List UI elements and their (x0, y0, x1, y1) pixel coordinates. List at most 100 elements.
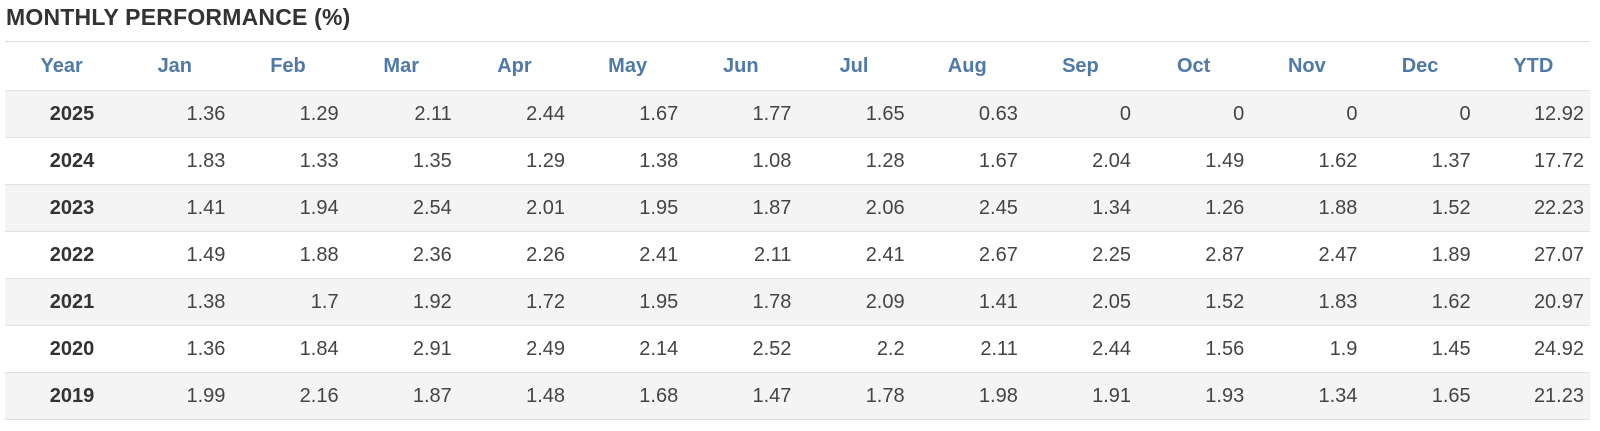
month-value-cell: 1.88 (231, 231, 345, 279)
month-value-cell: 1.49 (1137, 137, 1251, 185)
column-header-jun: Jun (723, 54, 759, 77)
column-header-year: Year (40, 54, 83, 77)
table-header-row: Year Jan Feb Mar Apr May Jun Jul Aug Sep… (5, 42, 1590, 91)
month-value-cell: 2.16 (231, 372, 345, 420)
table-row: 2019 1.99 2.16 1.87 1.48 1.68 1.47 1.78 1.98 1.91… (5, 372, 1590, 420)
table-row: 2025 1.36 1.29 2.11 2.44 1.67 1.77 1.65 0.63 0 0 0 0… (5, 90, 1590, 138)
month-value-cell: 2.67 (910, 231, 1024, 279)
month-value-cell: 2.36 (344, 231, 458, 279)
month-value-cell: 2.87 (1137, 231, 1251, 279)
month-value-cell: 1.45 (1363, 325, 1477, 373)
month-value-cell: 1.41 (118, 184, 232, 232)
month-value-cell: 1.37 (1363, 137, 1477, 185)
year-cell: 2025 (5, 90, 119, 138)
month-value-cell: 0 (1250, 90, 1364, 138)
month-value-cell: 1.29 (457, 137, 572, 185)
month-value-cell: 1.87 (344, 372, 458, 420)
monthly-performance-panel: MONTHLY PERFORMANCE (%) Year Jan Feb Mar… (5, 0, 1590, 420)
month-value-cell: 1.41 (910, 278, 1024, 326)
ytd-cell: 12.92 (1476, 90, 1590, 138)
month-value-cell: 2.14 (571, 325, 685, 373)
year-cell: 2020 (5, 325, 119, 373)
month-value-cell: 1.36 (118, 325, 232, 373)
month-value-cell: 1.38 (571, 137, 685, 185)
month-value-cell: 1.56 (1137, 325, 1251, 373)
month-value-cell: 1.33 (231, 137, 345, 185)
month-value-cell: 2.2 (797, 325, 911, 373)
month-value-cell: 2.47 (1250, 231, 1364, 279)
month-value-cell: 1.48 (457, 372, 572, 420)
month-value-cell: 1.95 (571, 278, 685, 326)
month-value-cell: 2.09 (797, 278, 911, 326)
month-value-cell: 1.77 (684, 90, 798, 138)
month-value-cell: 1.52 (1137, 278, 1251, 326)
month-value-cell: 1.26 (1137, 184, 1251, 232)
month-value-cell: 1.87 (684, 184, 798, 232)
year-cell: 2023 (5, 184, 119, 232)
table-row: 2020 1.36 1.84 2.91 2.49 2.14 2.52 2.2 2.11 2.44 1… (5, 325, 1590, 373)
ytd-cell: 17.72 (1476, 137, 1590, 185)
year-cell: 2021 (5, 278, 119, 326)
month-value-cell: 1.88 (1250, 184, 1364, 232)
year-cell: 2024 (5, 137, 119, 185)
month-value-cell: 1.65 (797, 90, 911, 138)
month-value-cell: 1.34 (1250, 372, 1364, 420)
ytd-cell: 22.23 (1476, 184, 1590, 232)
month-value-cell: 1.67 (910, 137, 1024, 185)
month-value-cell: 1.93 (1137, 372, 1251, 420)
month-value-cell: 2.11 (344, 90, 458, 138)
table-row: 2024 1.83 1.33 1.35 1.29 1.38 1.08 1.28 1.67 2.04… (5, 137, 1590, 185)
column-header-jan: Jan (157, 54, 193, 77)
table-row: 2022 1.49 1.88 2.36 2.26 2.41 2.11 2.41 2.67 2.25… (5, 231, 1590, 279)
month-value-cell: 1.95 (571, 184, 685, 232)
month-value-cell: 1.47 (684, 372, 798, 420)
month-value-cell: 2.41 (797, 231, 911, 279)
ytd-cell: 21.23 (1476, 372, 1590, 420)
month-value-cell: 1.91 (1023, 372, 1138, 420)
ytd-cell: 27.07 (1476, 231, 1590, 279)
month-value-cell: 1.29 (231, 90, 345, 138)
month-value-cell: 1.99 (118, 372, 232, 420)
ytd-cell: 20.97 (1476, 278, 1590, 326)
month-value-cell: 1.68 (571, 372, 685, 420)
month-value-cell: 1.9 (1250, 325, 1364, 373)
month-value-cell: 2.54 (344, 184, 458, 232)
ytd-cell: 24.92 (1476, 325, 1590, 373)
column-header-dec: Dec (1401, 54, 1439, 77)
month-value-cell: 2.25 (1023, 231, 1138, 279)
month-value-cell: 2.11 (684, 231, 798, 279)
month-value-cell: 2.01 (457, 184, 572, 232)
month-value-cell: 1.52 (1363, 184, 1477, 232)
month-value-cell: 1.67 (571, 90, 685, 138)
month-value-cell: 2.44 (457, 90, 572, 138)
year-cell: 2019 (5, 372, 119, 420)
month-value-cell: 1.08 (684, 137, 798, 185)
month-value-cell: 2.49 (457, 325, 572, 373)
year-cell: 2022 (5, 231, 119, 279)
month-value-cell: 1.78 (797, 372, 911, 420)
month-value-cell: 0 (1137, 90, 1251, 138)
month-value-cell: 1.38 (118, 278, 232, 326)
performance-table: Year Jan Feb Mar Apr May Jun Jul Aug Sep… (5, 42, 1590, 420)
month-value-cell: 1.49 (118, 231, 232, 279)
month-value-cell: 2.45 (910, 184, 1024, 232)
month-value-cell: 1.36 (118, 90, 232, 138)
table-row: 2021 1.38 1.7 1.92 1.72 1.95 1.78 2.09 1.41 2.05 1… (5, 278, 1590, 326)
month-value-cell: 0.63 (910, 90, 1024, 138)
month-value-cell: 2.91 (344, 325, 458, 373)
month-value-cell: 1.28 (797, 137, 911, 185)
month-value-cell: 1.83 (1250, 278, 1364, 326)
month-value-cell: 0 (1363, 90, 1477, 138)
column-header-jul: Jul (839, 54, 869, 77)
column-header-aug: Aug (947, 54, 987, 77)
table-row: 2023 1.41 1.94 2.54 2.01 1.95 1.87 2.06 2.45 1.34… (5, 184, 1590, 232)
month-value-cell: 0 (1023, 90, 1138, 138)
column-header-feb: Feb (270, 54, 306, 77)
month-value-cell: 1.78 (684, 278, 798, 326)
column-header-mar: Mar (383, 54, 419, 77)
month-value-cell: 2.06 (797, 184, 911, 232)
month-value-cell: 2.11 (910, 325, 1024, 373)
month-value-cell: 1.94 (231, 184, 345, 232)
column-header-may: May (608, 54, 648, 77)
column-header-sep: Sep (1062, 54, 1099, 77)
